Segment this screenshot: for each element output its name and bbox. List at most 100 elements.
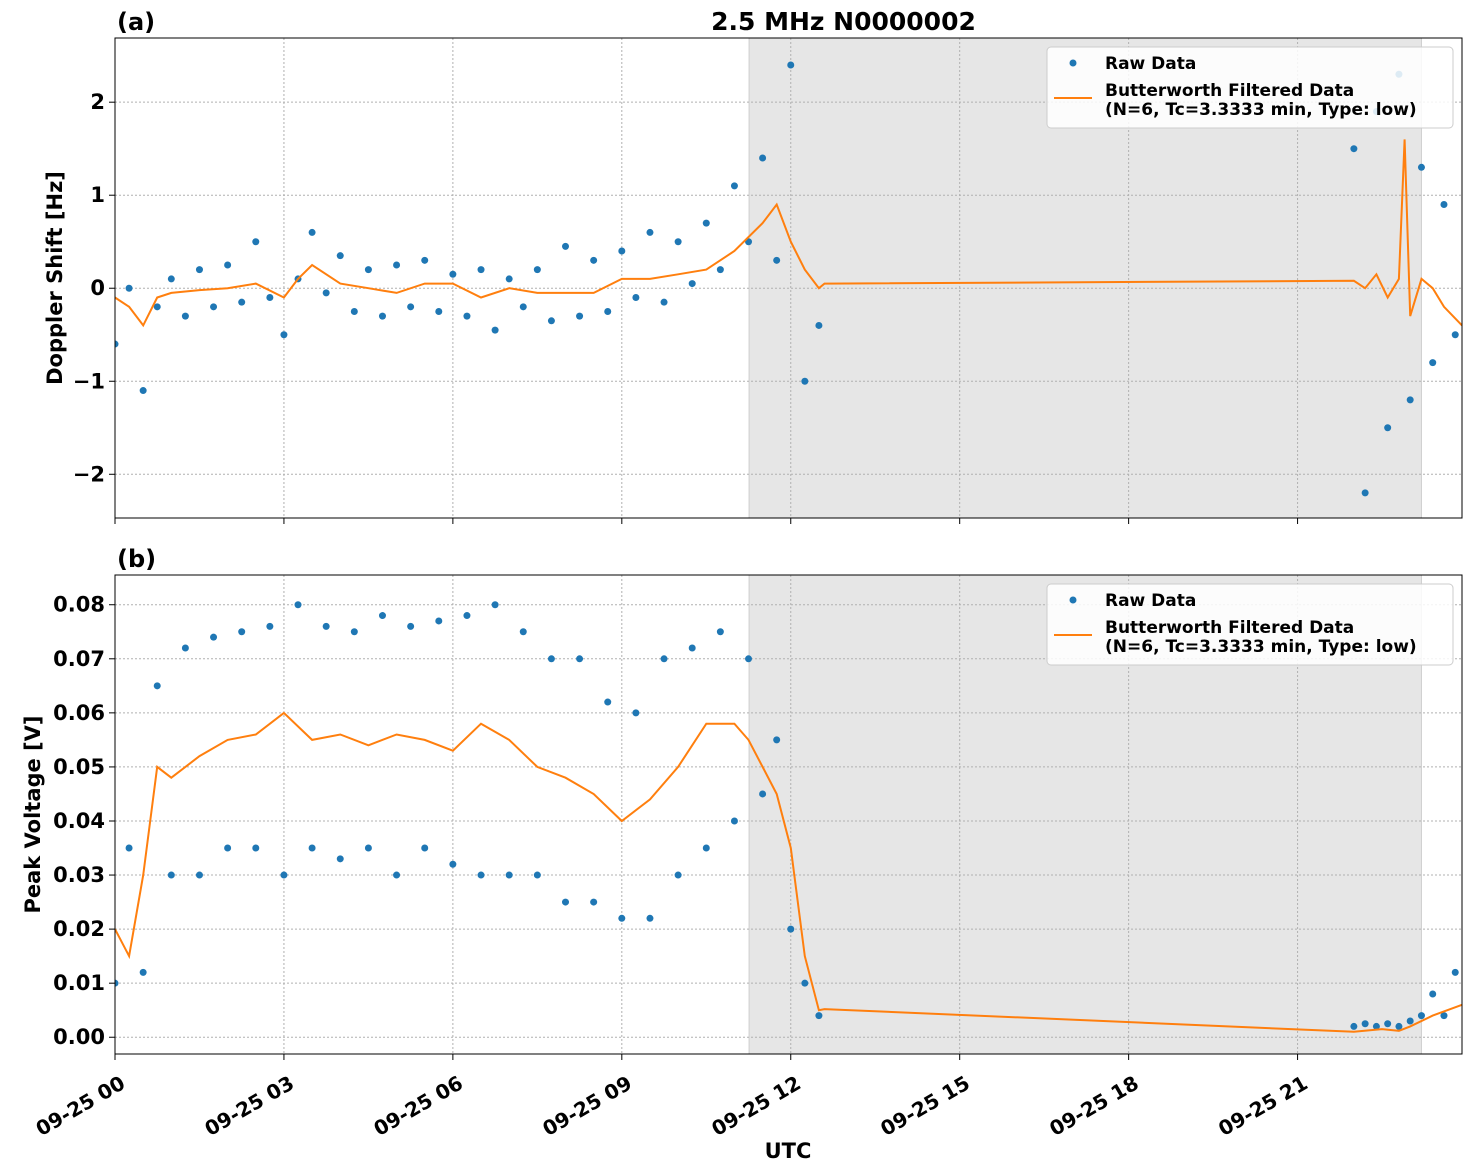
raw-point [1395, 1022, 1403, 1030]
raw-point [393, 261, 401, 269]
panel-label: (a) [117, 8, 155, 36]
raw-point [646, 914, 654, 922]
raw-point [688, 644, 696, 652]
x-tick-label: 09-25 18 [1045, 1071, 1143, 1141]
raw-point [702, 844, 710, 852]
raw-point [801, 979, 809, 987]
x-tick-label: 09-25 03 [201, 1071, 299, 1141]
raw-point [308, 228, 316, 236]
raw-point [702, 219, 710, 227]
y-tick-label: 0.00 [53, 1025, 105, 1049]
plot-area [115, 61, 1462, 497]
raw-point [322, 289, 330, 297]
raw-point [505, 275, 513, 283]
raw-point [1451, 331, 1459, 339]
raw-point [801, 377, 809, 385]
raw-point [167, 275, 175, 283]
raw-point [674, 871, 682, 879]
raw-point [632, 294, 640, 302]
raw-point [618, 247, 626, 255]
x-axis-label: UTC [765, 1139, 812, 1163]
raw-point [576, 655, 584, 663]
raw-point [350, 628, 358, 636]
raw-point [688, 280, 696, 288]
raw-point [604, 698, 612, 706]
raw-point [463, 612, 471, 620]
x-tick-label: 09-25 00 [32, 1071, 130, 1141]
raw-point [730, 182, 738, 190]
raw-point [350, 307, 358, 315]
raw-point [210, 303, 218, 311]
raw-point [125, 284, 133, 292]
legend-box [1046, 46, 1454, 129]
filtered-line [115, 711, 1462, 1033]
raw-point [1451, 968, 1459, 976]
raw-point [252, 238, 260, 246]
raw-point [266, 294, 274, 302]
legend-label: Butterworth Filtered Data (N=6, Tc=3.3333… [1105, 81, 1417, 120]
raw-point [336, 855, 344, 863]
raw-point [491, 326, 499, 334]
y-tick-label: −2 [73, 462, 105, 486]
raw-point [618, 914, 626, 922]
chart-title: 2.5 MHz N0000002 [711, 7, 976, 36]
raw-point [181, 644, 189, 652]
raw-point [435, 617, 443, 625]
raw-point [787, 61, 795, 69]
raw-point [407, 622, 415, 630]
raw-point [632, 709, 640, 717]
raw-point [139, 968, 147, 976]
raw-point [224, 261, 232, 269]
x-tick-label: 09-25 15 [876, 1071, 974, 1141]
raw-point [1350, 1022, 1358, 1030]
raw-point [773, 256, 781, 264]
raw-point [449, 860, 457, 868]
raw-point [1429, 990, 1437, 998]
raw-point [491, 601, 499, 609]
raw-point [463, 312, 471, 320]
raw-point [1406, 1017, 1414, 1025]
legend-marker [1069, 59, 1077, 67]
raw-point [576, 312, 584, 320]
x-tick-label: 09-25 06 [369, 1071, 467, 1141]
raw-point [1440, 201, 1448, 209]
x-tick-label: 09-25 09 [538, 1071, 636, 1141]
plot-frame [114, 37, 1463, 519]
raw-point [195, 871, 203, 879]
y-tick-label: 0 [90, 276, 105, 300]
raw-point [660, 298, 668, 306]
raw-point [364, 844, 372, 852]
raw-point [407, 303, 415, 311]
plot-frame [114, 574, 1463, 1055]
x-tick-label: 09-25 21 [1214, 1071, 1312, 1141]
raw-point [815, 1012, 823, 1020]
raw-point [759, 790, 767, 798]
raw-point [1417, 163, 1425, 171]
raw-point [1361, 489, 1369, 497]
raw-point [280, 871, 288, 879]
y-tick-label: 1 [90, 183, 105, 207]
raw-point [1361, 1020, 1369, 1028]
raw-point [505, 871, 513, 879]
raw-point [336, 252, 344, 260]
raw-point [195, 266, 203, 274]
y-tick-label: 0.08 [53, 593, 105, 617]
raw-point [125, 844, 133, 852]
raw-point [1440, 1012, 1448, 1020]
raw-point [308, 844, 316, 852]
raw-point [115, 340, 119, 348]
raw-point [547, 317, 555, 325]
y-tick-label: 0.01 [53, 971, 105, 995]
raw-point [646, 228, 654, 236]
raw-point [759, 154, 767, 162]
raw-point [421, 256, 429, 264]
raw-point [1384, 1020, 1392, 1028]
y-axis-label: Peak Voltage [V] [21, 715, 45, 913]
raw-point [210, 633, 218, 641]
raw-point [115, 979, 119, 987]
raw-point [745, 655, 753, 663]
raw-point [393, 871, 401, 879]
raw-point [280, 331, 288, 339]
raw-point [139, 387, 147, 395]
raw-point [547, 655, 555, 663]
